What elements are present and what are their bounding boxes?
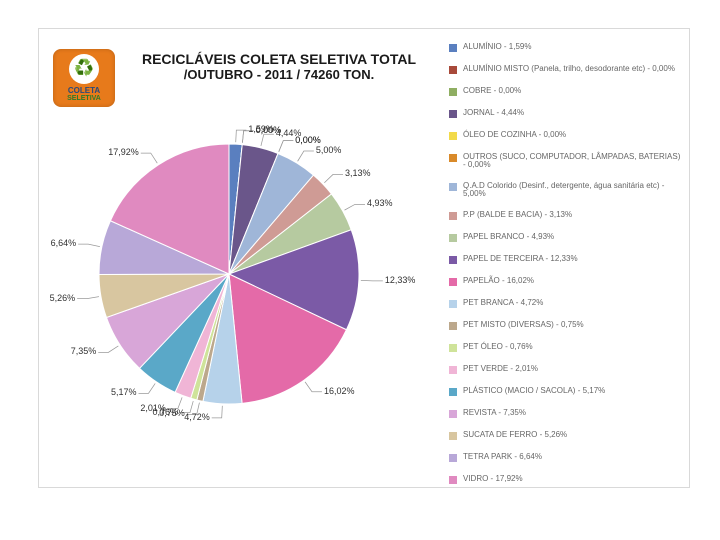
legend-swatch [449,44,457,52]
legend-swatch [449,322,457,330]
slice-label: 12,33% [385,275,416,285]
legend-item: REVISTA - 7,35% [449,409,681,418]
title-line2: /OUTUBRO - 2011 / 74260 TON. [129,67,429,82]
legend-item: PAPEL BRANCO - 4,93% [449,233,681,242]
legend-item: ALUMÍNIO MISTO (Panela, trilho, desodora… [449,65,681,74]
slice-label: 2,01% [140,403,166,413]
legend-label: OUTROS (SUCO, COMPUTADOR, LÂMPADAS, BATE… [463,153,681,169]
slice-label: 17,92% [108,147,139,157]
legend-label: TETRA PARK - 6,64% [463,453,681,461]
title-line1: RECICLÁVEIS COLETA SELETIVA TOTAL [129,51,429,67]
legend-label: SUCATA DE FERRO - 5,26% [463,431,681,439]
slice-label: 6,64% [51,238,77,248]
slice-label: 0,00% [295,135,321,145]
legend-item: PAPELÃO - 16,02% [449,277,681,286]
legend-label: PAPELÃO - 16,02% [463,277,681,285]
page: ♻️ COLETA SELETIVA RECICLÁVEIS COLETA SE… [0,0,720,540]
legend-label: COBRE - 0,00% [463,87,681,95]
slice-label: 5,26% [50,293,76,303]
legend-item: SUCATA DE FERRO - 5,26% [449,431,681,440]
legend-label: PET ÓLEO - 0,76% [463,343,681,351]
legend-label: VIDRO - 17,92% [463,475,681,483]
legend-item: PET MISTO (DIVERSAS) - 0,75% [449,321,681,330]
chart-card: ♻️ COLETA SELETIVA RECICLÁVEIS COLETA SE… [38,28,690,488]
legend-item: ÓLEO DE COZINHA - 0,00% [449,131,681,140]
legend-item: ALUMÍNIO - 1,59% [449,43,681,52]
legend-swatch [449,410,457,418]
legend-label: Q.A.D Colorido (Desinf., detergente, águ… [463,182,681,198]
legend-swatch [449,344,457,352]
legend-item: JORNAL - 4,44% [449,109,681,118]
legend-swatch [449,66,457,74]
legend-label: PET VERDE - 2,01% [463,365,681,373]
legend-swatch [449,366,457,374]
legend-item: PLÁSTICO (MACIO / SACOLA) - 5,17% [449,387,681,396]
legend-swatch [449,110,457,118]
legend-swatch [449,256,457,264]
legend-item: PET VERDE - 2,01% [449,365,681,374]
legend-label: JORNAL - 4,44% [463,109,681,117]
legend-item: PAPEL DE TERCEIRA - 12,33% [449,255,681,264]
legend-swatch [449,234,457,242]
legend-swatch [449,183,457,191]
legend-label: PAPEL BRANCO - 4,93% [463,233,681,241]
legend-swatch [449,388,457,396]
legend-item: OUTROS (SUCO, COMPUTADOR, LÂMPADAS, BATE… [449,153,681,169]
legend-item: PET BRANCA - 4,72% [449,299,681,308]
legend-label: P.P (BALDE E BACIA) - 3,13% [463,211,681,219]
legend-item: VIDRO - 17,92% [449,475,681,484]
legend-swatch [449,278,457,286]
pie-chart: 1,59%0,00%0,00%4,44%0,00%0,00%5,00%3,13%… [79,124,379,424]
legend-label: REVISTA - 7,35% [463,409,681,417]
legend-item: TETRA PARK - 6,64% [449,453,681,462]
recycle-icon: ♻️ [69,54,99,84]
legend-item: PET ÓLEO - 0,76% [449,343,681,352]
slice-label: 4,93% [367,198,393,208]
chart-title: RECICLÁVEIS COLETA SELETIVA TOTAL /OUTUB… [129,51,429,82]
legend-item: COBRE - 0,00% [449,87,681,96]
slice-label: 16,02% [324,386,355,396]
logo-line2: SELETIVA [67,95,101,102]
legend-swatch [449,432,457,440]
legend-item: P.P (BALDE E BACIA) - 3,13% [449,211,681,220]
logo-line1: COLETA [68,87,100,95]
legend-swatch [449,88,457,96]
legend-label: PET BRANCA - 4,72% [463,299,681,307]
legend-swatch [449,476,457,484]
slice-label: 5,17% [111,387,137,397]
legend-swatch [449,154,457,162]
slice-label: 4,72% [184,412,210,422]
slice-label: 3,13% [345,168,371,178]
legend-swatch [449,300,457,308]
legend-swatch [449,212,457,220]
legend-label: PET MISTO (DIVERSAS) - 0,75% [463,321,681,329]
slice-label: 5,00% [316,145,342,155]
legend-label: ÓLEO DE COZINHA - 0,00% [463,131,681,139]
slice-label: 7,35% [71,346,97,356]
legend-label: ALUMÍNIO MISTO (Panela, trilho, desodora… [463,65,681,73]
legend-swatch [449,132,457,140]
legend-label: PAPEL DE TERCEIRA - 12,33% [463,255,681,263]
chart-legend: ALUMÍNIO - 1,59% ALUMÍNIO MISTO (Panela, … [449,43,681,497]
legend-swatch [449,454,457,462]
legend-label: ALUMÍNIO - 1,59% [463,43,681,51]
legend-item: Q.A.D Colorido (Desinf., detergente, águ… [449,182,681,198]
legend-label: PLÁSTICO (MACIO / SACOLA) - 5,17% [463,387,681,395]
logo-badge: ♻️ COLETA SELETIVA [53,49,115,107]
